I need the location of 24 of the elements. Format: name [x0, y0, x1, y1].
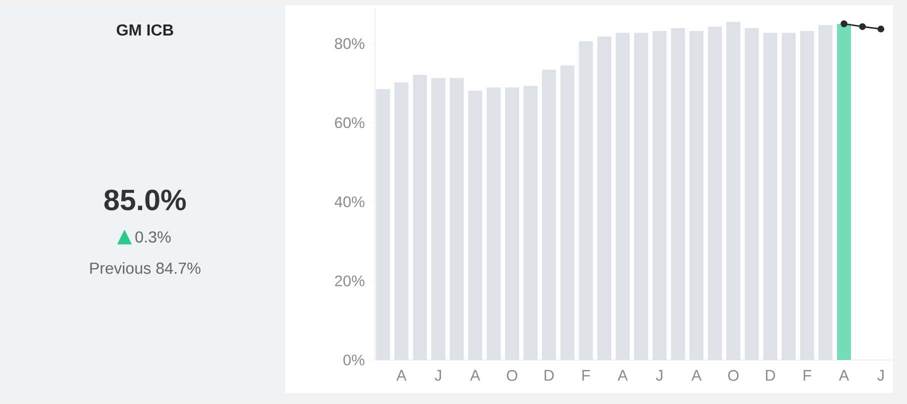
y-tick-label: 0% — [343, 354, 364, 366]
text: GM ICB — [116, 24, 174, 36]
y-tick-label: 60% — [335, 117, 364, 128]
x-tick-label: J — [656, 370, 662, 381]
x-tick-label: F — [582, 370, 590, 381]
text: 85.0% — [104, 190, 186, 210]
y-tick-label: 20% — [335, 275, 364, 286]
x-tick-label: F — [804, 370, 812, 381]
x-tick-label: J — [434, 370, 442, 381]
x-tick-label: A — [838, 370, 850, 381]
x-tick-label: A — [470, 370, 480, 381]
x-tick-label: D — [544, 370, 554, 381]
bar — [837, 24, 852, 360]
x-tick-label: O — [506, 370, 518, 381]
y-tick-label: 40% — [334, 196, 364, 208]
text: Previous 84.7% — [90, 262, 200, 274]
x-tick-label: O — [728, 370, 739, 381]
x-tick-label: J — [877, 370, 884, 381]
text: 0.3% — [135, 231, 171, 243]
x-tick-label: A — [618, 370, 628, 381]
x-tick-label: A — [691, 370, 702, 381]
x-tick-label: D — [766, 370, 776, 381]
x-tick-label: A — [396, 370, 407, 381]
y-tick-label: 80% — [334, 38, 364, 50]
